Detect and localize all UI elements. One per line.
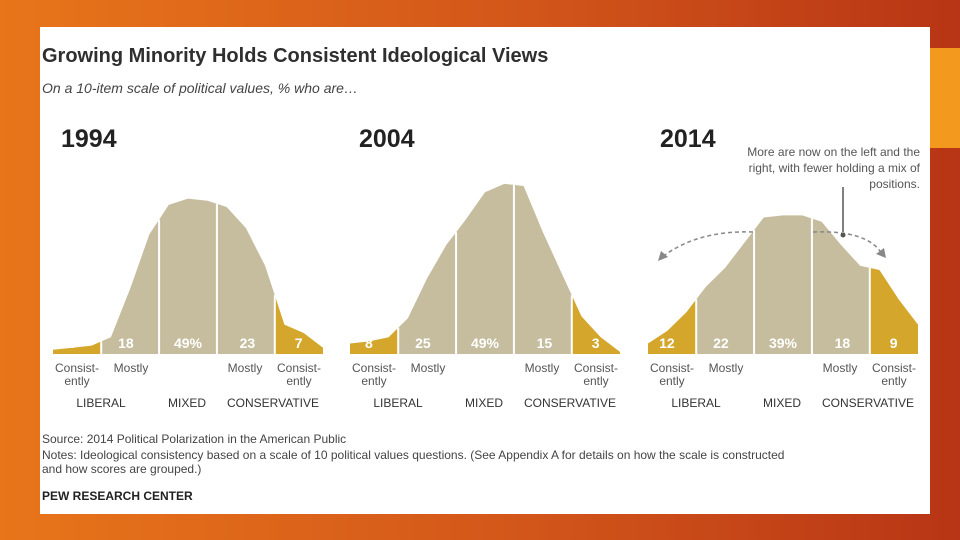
label-conservative-1994: CONSERVATIVE bbox=[227, 396, 319, 410]
label-liberal-2004: LIBERAL bbox=[373, 396, 423, 410]
area-mostly-liberal-2014 bbox=[696, 230, 755, 354]
trend-annotation: More are now on the left and the right, … bbox=[747, 145, 920, 191]
year-label-2004: 2004 bbox=[359, 125, 415, 153]
label-mixed-2014: MIXED bbox=[763, 396, 801, 410]
trend-arrow-left-2014 bbox=[661, 231, 754, 258]
area-consistently-liberal-2004 bbox=[350, 327, 399, 354]
label-mixed-1994: MIXED bbox=[168, 396, 206, 410]
value-label-mixed-1994: 49% bbox=[174, 335, 203, 351]
label-liberal-1994: LIBERAL bbox=[76, 396, 126, 410]
area-consistently-conservative-2014 bbox=[869, 267, 918, 354]
label-consistently-conservative-line2-2014: ently bbox=[881, 374, 906, 388]
value-label-consistently-liberal-2004: 8 bbox=[365, 335, 373, 351]
label-consistently-liberal-line1-2014: Consist- bbox=[650, 361, 694, 375]
publisher-name: PEW RESEARCH CENTER bbox=[42, 489, 193, 503]
label-mostly-liberal-2014: Mostly bbox=[709, 361, 744, 375]
trend-arrow-right-2014 bbox=[812, 231, 883, 255]
distribution-charts: 3 18 49% 23 7 Consist-ently Mostly Mostly Consis… bbox=[53, 183, 918, 410]
source-note: Source: 2014 Political Polarization in t… bbox=[42, 432, 347, 446]
area-consistently-liberal-2014 bbox=[648, 299, 697, 354]
label-conservative-2004: CONSERVATIVE bbox=[524, 396, 616, 410]
label-consistently-conservative-line2-2004: ently bbox=[583, 374, 608, 388]
value-label-mixed-2004: 49% bbox=[471, 335, 500, 351]
trend-arrowhead-right-2014 bbox=[876, 248, 886, 258]
year-label-2014: 2014 bbox=[660, 125, 716, 153]
label-conservative-2014: CONSERVATIVE bbox=[822, 396, 914, 410]
label-consistently-conservative-line1-1994: Consist- bbox=[277, 361, 321, 375]
value-label-mostly-conservative-2004: 15 bbox=[537, 335, 553, 351]
area-mostly-conservative-2014 bbox=[811, 218, 870, 354]
label-liberal-2014: LIBERAL bbox=[671, 396, 721, 410]
chart-subtitle: On a 10-item scale of political values, … bbox=[42, 80, 358, 96]
label-mostly-liberal-2004: Mostly bbox=[411, 361, 446, 375]
label-mostly-conservative-1994: Mostly bbox=[228, 361, 263, 375]
label-consistently-conservative-line2-1994: ently bbox=[286, 374, 311, 388]
value-label-mostly-conservative-2014: 18 bbox=[835, 335, 851, 351]
label-consistently-conservative-line1-2014: Consist- bbox=[872, 361, 916, 375]
trend-arrowhead-left-2014 bbox=[658, 251, 668, 261]
notes-line-2: and how scores are grouped.) bbox=[42, 462, 202, 476]
area-mostly-conservative-2004 bbox=[513, 184, 572, 354]
value-label-mixed-2014: 39% bbox=[769, 335, 798, 351]
slide-accent-bar bbox=[930, 48, 960, 148]
annotation-leader-dot bbox=[840, 232, 846, 238]
area-consistently-conservative-2004 bbox=[571, 295, 620, 354]
label-mostly-liberal-1994: Mostly bbox=[114, 361, 149, 375]
label-consistently-liberal-line1-1994: Consist- bbox=[55, 361, 99, 375]
value-label-mostly-liberal-2014: 22 bbox=[713, 335, 729, 351]
notes-line-1: Notes: Ideological consistency based on … bbox=[42, 448, 785, 462]
label-mostly-conservative-2004: Mostly bbox=[525, 361, 560, 375]
area-mostly-liberal-1994 bbox=[101, 219, 160, 354]
label-mixed-2004: MIXED bbox=[465, 396, 503, 410]
area-mixed-1994 bbox=[159, 198, 217, 354]
area-mixed-2004 bbox=[456, 183, 514, 354]
area-mostly-liberal-2004 bbox=[398, 232, 457, 354]
value-label-consistently-liberal-2014: 12 bbox=[659, 335, 675, 351]
area-consistently-liberal-1994 bbox=[53, 341, 102, 354]
value-label-mostly-conservative-1994: 23 bbox=[240, 335, 256, 351]
value-label-consistently-liberal-1994: 3 bbox=[68, 335, 76, 351]
area-consistently-conservative-1994 bbox=[274, 295, 323, 354]
year-label-1994: 1994 bbox=[61, 125, 117, 153]
chart-title: Growing Minority Holds Consistent Ideolo… bbox=[42, 45, 549, 67]
value-label-consistently-conservative-2004: 3 bbox=[592, 335, 600, 351]
notes: Notes: Ideological consistency based on … bbox=[42, 448, 784, 476]
label-mostly-conservative-2014: Mostly bbox=[823, 361, 858, 375]
value-label-mostly-liberal-1994: 18 bbox=[118, 335, 134, 351]
value-label-consistently-conservative-1994: 7 bbox=[295, 335, 303, 351]
label-consistently-liberal-line2-2014: ently bbox=[659, 374, 684, 388]
area-mixed-2014 bbox=[754, 215, 812, 354]
label-consistently-conservative-line1-2004: Consist- bbox=[574, 361, 618, 375]
label-consistently-liberal-line2-2004: ently bbox=[361, 374, 386, 388]
label-consistently-liberal-line1-2004: Consist- bbox=[352, 361, 396, 375]
value-label-consistently-conservative-2014: 9 bbox=[890, 335, 898, 351]
area-mostly-conservative-1994 bbox=[216, 203, 275, 354]
chart-panel: Growing Minority Holds Consistent Ideolo… bbox=[40, 27, 930, 514]
value-label-mostly-liberal-2004: 25 bbox=[415, 335, 431, 351]
label-consistently-liberal-line2-1994: ently bbox=[64, 374, 89, 388]
